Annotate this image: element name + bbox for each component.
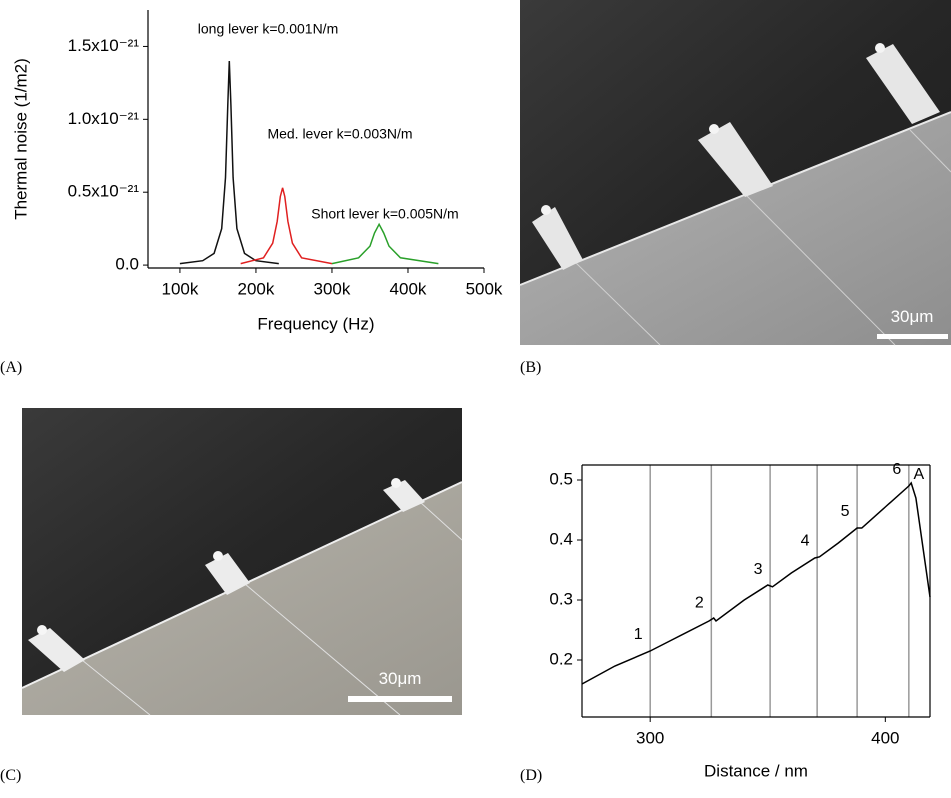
event-label: 5 [841,503,850,520]
y-tick-label: 0.3 [549,589,573,608]
y-tick-label: 0.4 [549,529,573,548]
panel-label: (A) [0,359,22,376]
series-line [332,224,438,263]
x-tick-label: 300k [314,279,351,298]
series-line [180,61,279,264]
series-label: Short lever k=0.005N/m [311,206,458,222]
x-tick-label: 400 [871,728,899,747]
panel-label: (D) [520,767,542,784]
y-tick-label: 0.2 [549,649,573,668]
x-axis-label: Frequency (Hz) [257,314,374,333]
series-line [582,483,930,684]
annotation: A [914,466,925,483]
figure: 30μm 30μm (A) (B) (C) (D) long lever k=0… [0,0,951,793]
series-line [241,188,332,264]
y-axis-label: Thermal noise (1/m2) [11,58,30,220]
event-label: 4 [801,533,810,550]
y-tick-label: 1.5x10⁻²¹ [68,36,140,55]
sem-image-c: 30μm [22,408,462,715]
panel-label: (B) [520,359,541,376]
series-label: long lever k=0.001N/m [198,21,338,37]
x-tick-label: 300 [636,728,664,747]
event-label: 2 [695,595,704,612]
scale-label: 30μm [891,307,934,326]
panel-label: (C) [0,767,21,784]
event-label: 1 [634,626,643,643]
event-label: 6 [892,461,901,478]
x-tick-label: 100k [161,279,198,298]
page: {"chart_data": [ {"type": "line", "xlabe… [0,0,951,793]
y-tick-label: 0.5x10⁻²¹ [68,182,140,201]
y-tick-label: 1.0x10⁻²¹ [68,109,140,128]
series-label: Med. lever k=0.003N/m [267,126,412,142]
x-axis-label: Distance / nm [704,761,808,780]
y-tick-label: 0.0 [115,255,139,274]
x-tick-label: 400k [390,279,427,298]
sem-image-b: 30μm [520,0,951,345]
event-label: 3 [754,561,763,578]
x-tick-label: 200k [238,279,275,298]
scale-label: 30μm [379,669,422,688]
y-tick-label: 0.5 [549,469,573,488]
x-tick-label: 500k [466,279,503,298]
